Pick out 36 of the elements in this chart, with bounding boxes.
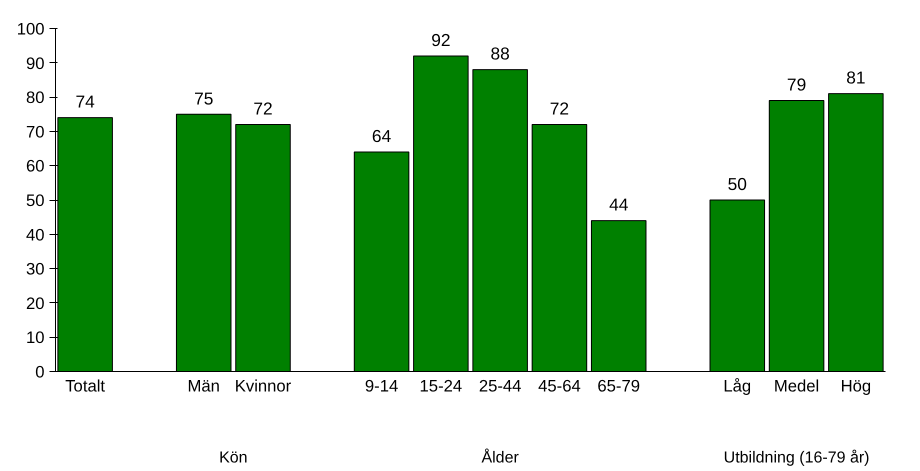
data-label: 64 — [372, 126, 392, 146]
data-label: 72 — [550, 98, 570, 119]
y-tick-label: 100 — [16, 20, 45, 38]
x-tick-label: 9-14 — [364, 376, 398, 396]
data-label: 74 — [76, 92, 96, 112]
x-tick-label: Låg — [723, 376, 752, 396]
y-tick-label: 10 — [26, 328, 45, 348]
y-tick-label: 40 — [26, 225, 45, 244]
data-label: 79 — [786, 74, 806, 95]
x-tick-label: Män — [188, 376, 220, 396]
y-tick-label: 80 — [26, 88, 45, 108]
data-label: 75 — [194, 88, 214, 108]
data-label: 81 — [846, 68, 866, 88]
data-label: 88 — [490, 44, 510, 64]
y-tick-label: 90 — [26, 54, 45, 73]
y-tick-label: 20 — [26, 294, 45, 313]
x-tick-label: 25-44 — [478, 376, 522, 396]
y-tick-label: 60 — [26, 156, 45, 176]
x-tick-label: Kvinnor — [234, 376, 292, 396]
y-tick-label: 70 — [26, 122, 45, 142]
text: Ålder — [481, 448, 520, 466]
data-label: 50 — [728, 174, 747, 194]
y-tick-label: 30 — [26, 260, 45, 279]
y-tick-label: 50 — [26, 191, 45, 210]
y-tick-label: 0 — [35, 362, 44, 382]
data-label: 92 — [431, 30, 450, 50]
x-tick-label: 65-79 — [597, 376, 640, 396]
x-tick-label: Totalt — [65, 376, 106, 396]
x-tick-label: Hög — [840, 376, 872, 396]
x-tick-label: 45-64 — [538, 376, 581, 396]
data-label: 44 — [609, 194, 629, 215]
x-tick-label: Medel — [774, 376, 820, 396]
text: Utbildning (16-79 år) — [724, 450, 870, 466]
text: Kön — [219, 450, 248, 466]
data-label: 72 — [253, 98, 273, 119]
x-tick-label: 15-24 — [420, 376, 462, 396]
